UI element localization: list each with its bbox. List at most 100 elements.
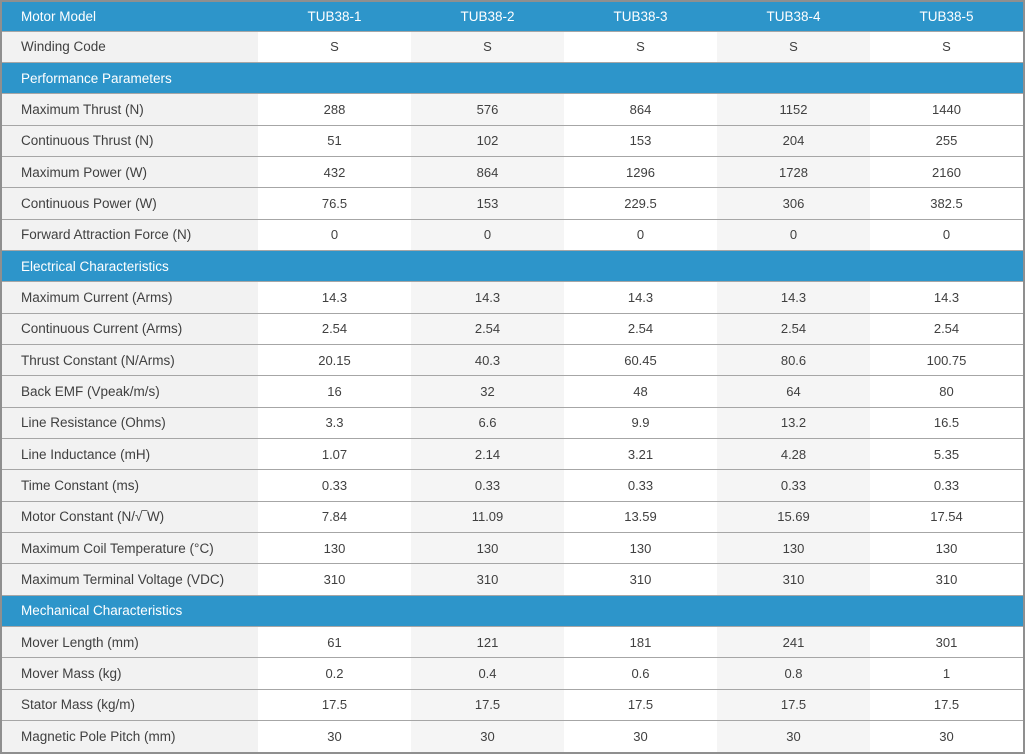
table-row: Continuous Power (W) 76.5 153 229.5 306 382.5 [2,187,1023,220]
value-cell: 153 [411,187,564,220]
value-cell: 0.33 [258,469,411,502]
row-label: Continuous Current (Arms) [2,313,258,345]
value-cell: 102 [411,125,564,157]
row-label: Thrust Constant (N/Arms) [2,344,258,376]
value-cell: 1152 [717,93,870,126]
value-cell: 51 [258,125,411,157]
value-cell: 16 [258,375,411,408]
row-label: Maximum Coil Temperature (°C) [2,532,258,564]
value-cell: S [258,31,411,63]
row-label: Maximum Current (Arms) [2,281,258,314]
header-motor-model: Motor Model [2,2,258,31]
value-cell: 1 [870,657,1023,690]
value-cell: 130 [717,532,870,564]
value-cell: 310 [717,563,870,596]
value-cell: 2.54 [717,313,870,345]
value-cell: S [411,31,564,63]
value-cell: 7.84 [258,501,411,533]
value-cell: 864 [411,156,564,188]
table-row: Continuous Thrust (N) 51 102 153 204 255 [2,125,1023,157]
header-row: Motor Model TUB38-1 TUB38-2 TUB38-3 TUB3… [2,2,1023,31]
value-cell: 0 [258,219,411,251]
value-cell: 11.09 [411,501,564,533]
row-label: Time Constant (ms) [2,469,258,502]
value-cell: 310 [411,563,564,596]
table-row: Line Inductance (mH) 1.07 2.14 3.21 4.28 5.35 [2,438,1023,470]
value-cell: 17.5 [258,689,411,721]
section-row: Electrical Characteristics [2,250,1023,282]
table-row: Mover Mass (kg) 0.2 0.4 0.6 0.8 1 [2,657,1023,690]
value-cell: 241 [717,626,870,658]
value-cell: 0.33 [564,469,717,502]
row-label: Magnetic Pole Pitch (mm) [2,720,258,752]
value-cell: 9.9 [564,407,717,439]
value-cell: 255 [870,125,1023,157]
row-label: Line Inductance (mH) [2,438,258,470]
value-cell: 14.3 [258,281,411,314]
value-cell: 13.59 [564,501,717,533]
value-cell: 30 [411,720,564,752]
value-cell: 17.5 [411,689,564,721]
row-label: Maximum Power (W) [2,156,258,188]
value-cell: 61 [258,626,411,658]
value-cell: 0 [717,219,870,251]
row-label: Mover Mass (kg) [2,657,258,690]
value-cell: S [717,31,870,63]
row-label: Stator Mass (kg/m) [2,689,258,721]
value-cell: 130 [564,532,717,564]
value-cell: 3.3 [258,407,411,439]
value-cell: 1440 [870,93,1023,126]
value-cell: 76.5 [258,187,411,220]
value-cell: 17.5 [717,689,870,721]
value-cell: 432 [258,156,411,188]
value-cell: 1296 [564,156,717,188]
value-cell: 48 [564,375,717,408]
section-header: Mechanical Characteristics [2,595,1023,627]
value-cell: 2.54 [411,313,564,345]
section-row: Mechanical Characteristics [2,595,1023,627]
value-cell: 130 [870,532,1023,564]
row-label: Continuous Thrust (N) [2,125,258,157]
row-label: Forward Attraction Force (N) [2,219,258,251]
value-cell: 864 [564,93,717,126]
value-cell: 2160 [870,156,1023,188]
value-cell: 14.3 [411,281,564,314]
value-cell: 17.5 [564,689,717,721]
section-header: Electrical Characteristics [2,250,1023,282]
value-cell: 14.3 [564,281,717,314]
value-cell: 64 [717,375,870,408]
row-label: Mover Length (mm) [2,626,258,658]
value-cell: 2.54 [564,313,717,345]
row-label: Continuous Power (W) [2,187,258,220]
table-row: Motor Constant (N/√‾W) 7.84 11.09 13.59 15.6… [2,501,1023,533]
value-cell: 1.07 [258,438,411,470]
table-row: Continuous Current (Arms) 2.54 2.54 2.54 2.5… [2,313,1023,345]
value-cell: 229.5 [564,187,717,220]
value-cell: 32 [411,375,564,408]
section-row: Performance Parameters [2,62,1023,94]
value-cell: 14.3 [717,281,870,314]
value-cell: 1728 [717,156,870,188]
value-cell: 153 [564,125,717,157]
header-col-tub38-3: TUB38-3 [564,2,717,31]
value-cell: 130 [258,532,411,564]
table-row: Maximum Current (Arms) 14.3 14.3 14.3 14.3 14… [2,281,1023,314]
header-col-tub38-4: TUB38-4 [717,2,870,31]
value-cell: 20.15 [258,344,411,376]
value-cell: 100.75 [870,344,1023,376]
table-row: Winding Code S S S S S [2,31,1023,63]
value-cell: 310 [870,563,1023,596]
value-cell: 6.6 [411,407,564,439]
table-row: Magnetic Pole Pitch (mm) 30 30 30 30 30 [2,720,1023,752]
table-row: Maximum Coil Temperature (°C) 130 130 130 13… [2,532,1023,564]
value-cell: 181 [564,626,717,658]
value-cell: 14.3 [870,281,1023,314]
value-cell: 13.2 [717,407,870,439]
header-col-tub38-5: TUB38-5 [870,2,1023,31]
value-cell: 0.33 [870,469,1023,502]
table-row: Line Resistance (Ohms) 3.3 6.6 9.9 13.2 16.5 [2,407,1023,439]
value-cell: 0 [870,219,1023,251]
row-label: Motor Constant (N/√‾W) [2,501,258,533]
value-cell: 80.6 [717,344,870,376]
